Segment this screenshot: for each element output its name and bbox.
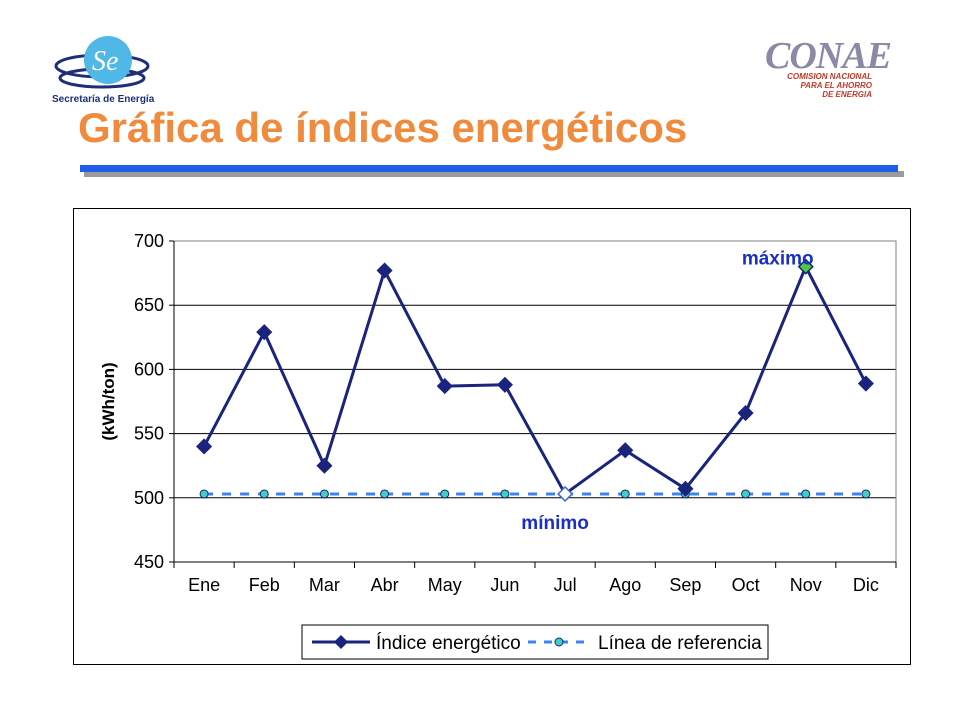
x-tick-label: Ago bbox=[609, 575, 641, 595]
energy-index-point bbox=[737, 404, 754, 422]
reference-point bbox=[620, 489, 630, 499]
x-tick-label: Jun bbox=[490, 575, 519, 595]
conae-logo-subtitle: COMISION NACIONAL PARA EL AHORRO DE ENER… bbox=[762, 72, 872, 99]
title-rule-shadow bbox=[84, 171, 904, 177]
legend-reference-label: Línea de referencia bbox=[598, 633, 762, 654]
conae-subtitle-line: PARA EL AHORRO bbox=[800, 81, 872, 90]
energy-index-point bbox=[496, 376, 513, 393]
x-tick-label: May bbox=[428, 575, 462, 595]
x-tick-label: Jul bbox=[554, 575, 577, 595]
y-tick-label: 500 bbox=[134, 488, 164, 508]
y-tick-label: 650 bbox=[134, 295, 164, 315]
title-rule bbox=[80, 165, 898, 172]
y-tick-label: 450 bbox=[134, 552, 164, 572]
reference-point bbox=[319, 489, 329, 499]
energy-index-point bbox=[376, 262, 393, 279]
legend-energy-marker bbox=[334, 635, 348, 649]
x-tick-label: Mar bbox=[309, 575, 340, 595]
y-tick-label: 600 bbox=[134, 359, 164, 379]
x-tick-label: Abr bbox=[371, 575, 399, 595]
max-annotation: máximo bbox=[742, 249, 814, 270]
y-axis-label: (kWh/ton) bbox=[99, 362, 118, 440]
energy-index-point bbox=[557, 485, 574, 503]
energy-index-point bbox=[857, 375, 874, 392]
x-tick-label: Ene bbox=[188, 575, 220, 595]
secretaria-energia-emblem-icon: Se bbox=[54, 36, 150, 89]
x-tick-label: Sep bbox=[669, 575, 701, 595]
energy-index-point bbox=[256, 324, 273, 341]
reference-point bbox=[801, 489, 811, 499]
y-tick-label: 550 bbox=[134, 424, 164, 444]
conae-subtitle-line: DE ENERGIA bbox=[822, 90, 872, 99]
line-chart: 450 500 550 600 650 700 Ene Feb Mar Abr May Jun Jul A… bbox=[99, 231, 897, 660]
chart-frame: 450 500 550 600 650 700 Ene Feb Mar Abr May Jun Jul A… bbox=[73, 208, 911, 665]
x-tick-label: Dic bbox=[853, 575, 879, 595]
energy-index-point bbox=[677, 480, 694, 497]
energy-index-point bbox=[617, 442, 634, 459]
conae-logo-word: CONAE bbox=[765, 35, 892, 77]
reference-point bbox=[741, 489, 751, 499]
reference-point bbox=[500, 489, 510, 499]
logo-left-text: Secretaría de Energía bbox=[52, 94, 155, 105]
energy-index-point bbox=[196, 438, 213, 455]
reference-point bbox=[440, 489, 450, 499]
reference-point bbox=[380, 489, 390, 499]
x-tick-label: Nov bbox=[790, 575, 822, 595]
reference-point bbox=[199, 489, 209, 499]
energy-index-point bbox=[797, 258, 814, 275]
x-tick-label: Oct bbox=[732, 575, 760, 595]
reference-point bbox=[259, 489, 269, 499]
legend-energy-label: Índice energético bbox=[376, 633, 521, 654]
x-tick-label: Feb bbox=[249, 575, 280, 595]
svg-text:Se: Se bbox=[92, 46, 118, 77]
conae-subtitle-line: COMISION NACIONAL bbox=[787, 72, 872, 81]
energy-index-line bbox=[202, 265, 868, 496]
energy-index-point bbox=[436, 378, 453, 395]
energy-index-point bbox=[316, 457, 333, 474]
page-title: Gráfica de índices energéticos bbox=[78, 104, 688, 151]
y-tick-label: 700 bbox=[134, 231, 164, 251]
legend-reference-marker bbox=[554, 637, 564, 647]
reference-point bbox=[861, 489, 871, 499]
min-annotation: mínimo bbox=[521, 513, 589, 534]
